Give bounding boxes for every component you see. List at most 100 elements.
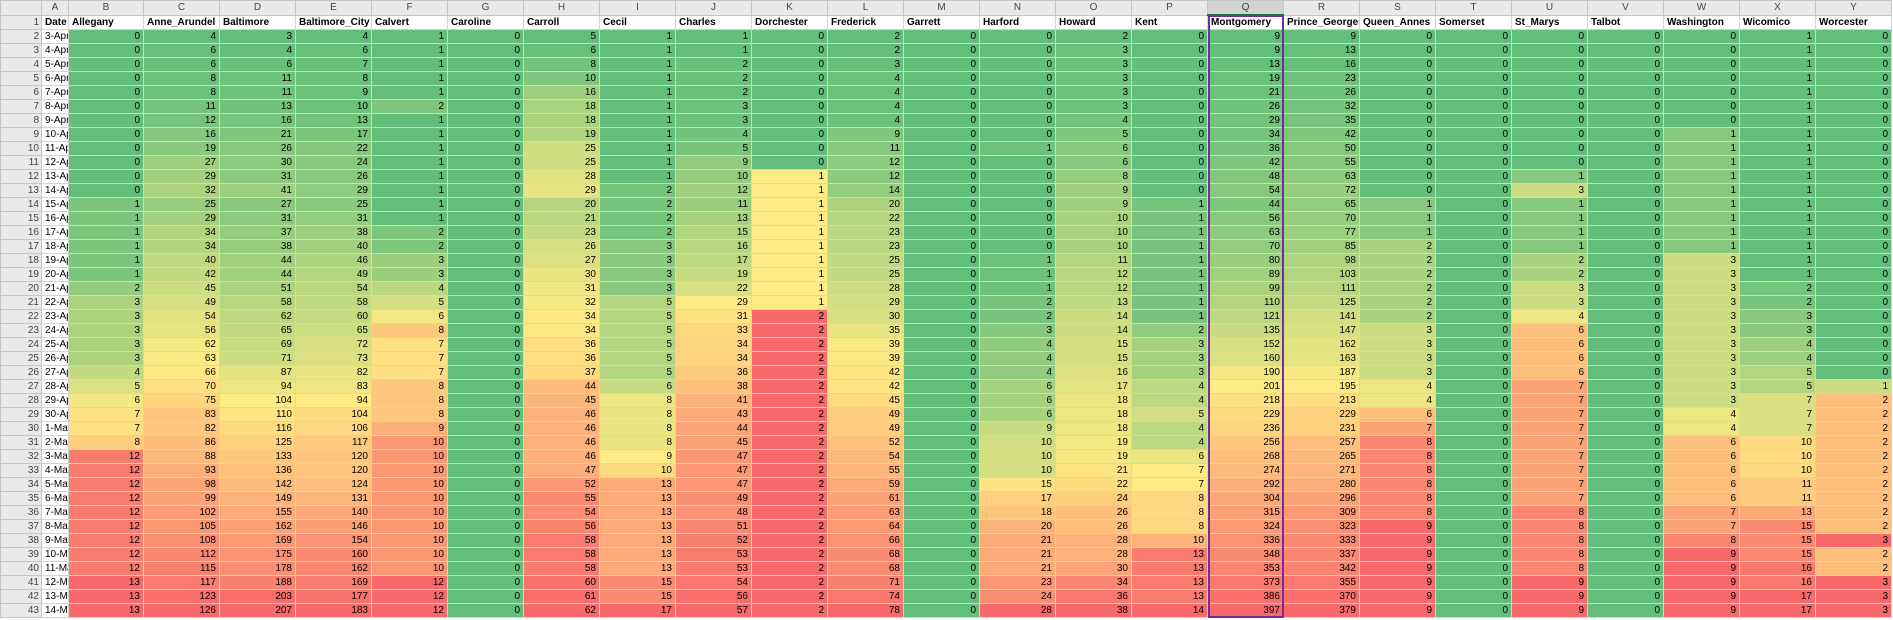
value-cell[interactable]: 2 (751, 575, 828, 590)
value-cell[interactable]: 280 (1283, 477, 1360, 492)
value-cell[interactable]: 2 (1511, 267, 1588, 282)
value-cell[interactable]: 10 (1055, 211, 1132, 226)
value-cell[interactable]: 0 (1587, 449, 1664, 464)
value-cell[interactable]: 0 (1435, 337, 1512, 352)
value-cell[interactable]: 3 (675, 99, 752, 114)
value-cell[interactable]: 169 (219, 533, 296, 548)
value-cell[interactable]: 0 (903, 99, 980, 114)
value-cell[interactable]: 178 (219, 561, 296, 576)
value-cell[interactable]: 0 (1435, 141, 1512, 156)
value-cell[interactable]: 6 (1131, 449, 1208, 464)
value-cell[interactable]: 0 (751, 141, 828, 156)
value-cell[interactable]: 8 (295, 71, 372, 86)
value-cell[interactable]: 163 (1283, 351, 1360, 366)
value-cell[interactable]: 0 (1587, 127, 1664, 142)
value-cell[interactable]: 12 (68, 547, 144, 562)
value-cell[interactable]: 3 (371, 253, 448, 268)
value-cell[interactable]: 0 (1359, 155, 1436, 170)
value-cell[interactable]: 1 (1663, 197, 1740, 212)
value-cell[interactable]: 5 (675, 141, 752, 156)
value-cell[interactable]: 85 (1283, 239, 1360, 254)
value-cell[interactable]: 1 (979, 281, 1056, 296)
value-cell[interactable]: 34 (143, 239, 220, 254)
value-cell[interactable]: 0 (1663, 85, 1740, 100)
row-header[interactable]: 43 (0, 603, 42, 618)
value-cell[interactable]: 30 (219, 155, 296, 170)
date-cell[interactable]: 3-Apr (41, 29, 69, 44)
value-cell[interactable]: 0 (447, 309, 524, 324)
value-cell[interactable]: 0 (751, 113, 828, 128)
column-title-cell[interactable]: Cecil (599, 14, 676, 30)
value-cell[interactable]: 36 (523, 351, 600, 366)
row-header[interactable]: 25 (0, 351, 42, 366)
value-cell[interactable]: 9 (1359, 603, 1436, 618)
value-cell[interactable]: 44 (1207, 197, 1284, 212)
value-cell[interactable]: 26 (1055, 519, 1132, 534)
value-cell[interactable]: 0 (979, 169, 1056, 184)
value-cell[interactable]: 10 (371, 533, 448, 548)
value-cell[interactable]: 0 (903, 127, 980, 142)
value-cell[interactable]: 0 (447, 127, 524, 142)
row-header[interactable]: 7 (0, 99, 42, 114)
value-cell[interactable]: 5 (599, 337, 676, 352)
value-cell[interactable]: 11 (219, 85, 296, 100)
value-cell[interactable]: 3 (1815, 589, 1892, 604)
value-cell[interactable]: 0 (447, 253, 524, 268)
value-cell[interactable]: 1 (675, 43, 752, 58)
value-cell[interactable]: 0 (447, 519, 524, 534)
value-cell[interactable]: 1 (1739, 211, 1816, 226)
value-cell[interactable]: 1 (1131, 239, 1208, 254)
value-cell[interactable]: 1 (675, 29, 752, 44)
value-cell[interactable]: 23 (827, 225, 904, 240)
value-cell[interactable]: 54 (295, 281, 372, 296)
value-cell[interactable]: 9 (1359, 547, 1436, 562)
value-cell[interactable]: 190 (1207, 365, 1284, 380)
value-cell[interactable]: 0 (447, 155, 524, 170)
value-cell[interactable]: 1 (1359, 211, 1436, 226)
value-cell[interactable]: 162 (1283, 337, 1360, 352)
value-cell[interactable]: 0 (751, 155, 828, 170)
value-cell[interactable]: 63 (827, 505, 904, 520)
value-cell[interactable]: 3 (599, 253, 676, 268)
value-cell[interactable]: 60 (295, 309, 372, 324)
value-cell[interactable]: 13 (599, 519, 676, 534)
value-cell[interactable]: 49 (827, 407, 904, 422)
value-cell[interactable]: 25 (827, 253, 904, 268)
row-header[interactable]: 19 (0, 267, 42, 282)
value-cell[interactable]: 0 (1587, 533, 1664, 548)
value-cell[interactable]: 0 (1587, 463, 1664, 478)
value-cell[interactable]: 29 (1207, 113, 1284, 128)
value-cell[interactable]: 0 (1587, 267, 1664, 282)
value-cell[interactable]: 21 (979, 561, 1056, 576)
date-cell[interactable]: 21-Apr (41, 281, 69, 296)
date-cell[interactable]: 1-May (41, 421, 69, 436)
value-cell[interactable]: 4 (1131, 421, 1208, 436)
value-cell[interactable]: 0 (68, 57, 144, 72)
value-cell[interactable]: 1 (1131, 197, 1208, 212)
value-cell[interactable]: 12 (68, 519, 144, 534)
value-cell[interactable]: 1 (371, 169, 448, 184)
value-cell[interactable]: 0 (903, 155, 980, 170)
value-cell[interactable]: 5 (599, 309, 676, 324)
value-cell[interactable]: 1 (1739, 113, 1816, 128)
value-cell[interactable]: 7 (1663, 519, 1740, 534)
value-cell[interactable]: 5 (523, 29, 600, 44)
value-cell[interactable]: 0 (1435, 253, 1512, 268)
value-cell[interactable]: 47 (675, 463, 752, 478)
value-cell[interactable]: 40 (295, 239, 372, 254)
value-cell[interactable]: 1 (751, 211, 828, 226)
date-cell[interactable]: 11-Apr (41, 141, 69, 156)
value-cell[interactable]: 13 (599, 505, 676, 520)
value-cell[interactable]: 0 (68, 99, 144, 114)
value-cell[interactable]: 60 (523, 575, 600, 590)
value-cell[interactable]: 257 (1283, 435, 1360, 450)
value-cell[interactable]: 0 (447, 197, 524, 212)
date-cell[interactable]: 8-Apr (41, 99, 69, 114)
value-cell[interactable]: 64 (827, 519, 904, 534)
value-cell[interactable]: 3 (68, 323, 144, 338)
value-cell[interactable]: 2 (599, 197, 676, 212)
value-cell[interactable]: 46 (523, 407, 600, 422)
value-cell[interactable]: 0 (903, 183, 980, 198)
value-cell[interactable]: 2 (751, 393, 828, 408)
value-cell[interactable]: 2 (751, 603, 828, 618)
